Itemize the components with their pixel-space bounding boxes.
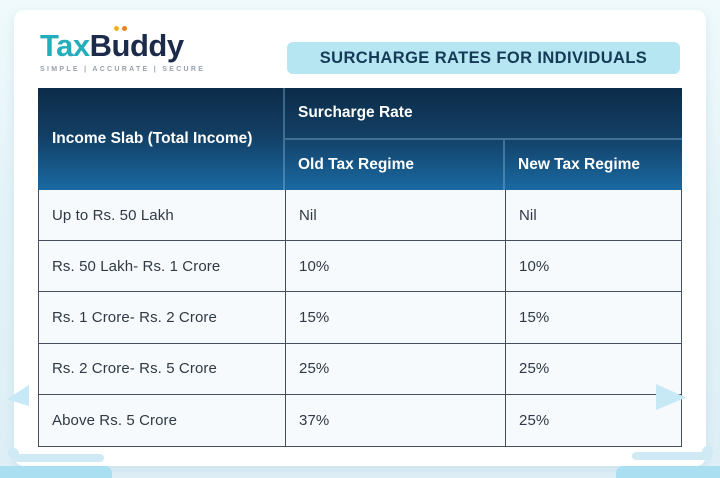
logo-tax-text: Tax — [40, 28, 90, 63]
table-row: Up to Rs. 50 Lakh Nil Nil — [39, 190, 681, 242]
new-regime-cell: 10% — [519, 257, 550, 275]
table-row: Rs. 2 Crore- Rs. 5 Crore 25% 25% — [39, 343, 681, 395]
logo-u-text: u — [111, 28, 131, 63]
income-slab-cell: Up to Rs. 50 Lakh — [39, 190, 286, 241]
surcharge-rate-header-group: Surcharge Rate Old Tax Regime New Tax Re… — [285, 88, 682, 190]
bottom-right-swoosh-hook-icon — [702, 446, 713, 457]
bottom-right-bar-decoration — [616, 466, 720, 478]
old-regime-cell: 15% — [286, 292, 506, 343]
old-regime-cell: 10% — [286, 241, 506, 292]
logo-umlaut-dot-yellow-icon — [113, 26, 119, 31]
surcharge-rates-table: Income Slab (Total Income) Surcharge Rat… — [38, 88, 682, 447]
table-row: Above Rs. 5 Crore 37% 25% — [39, 394, 681, 446]
bottom-left-bar-decoration — [0, 466, 112, 478]
old-regime-cell: Nil — [286, 190, 506, 241]
income-slab-cell: Rs. 1 Crore- Rs. 2 Crore — [39, 292, 286, 343]
bottom-left-swoosh-hook-icon — [8, 448, 19, 459]
col-header-income-slab: Income Slab (Total Income) — [38, 88, 285, 190]
income-slab-cell: Rs. 2 Crore- Rs. 5 Crore — [39, 343, 286, 394]
bottom-right-swoosh-icon — [632, 452, 712, 460]
taxbuddy-logo: TaxB uddy SIMPLE | ACCURATE | SECURE — [40, 26, 206, 73]
col-header-old-tax-regime: Old Tax Regime — [285, 140, 505, 190]
logo-u-umlaut: u — [111, 26, 131, 63]
logo-umlaut-dot-orange-icon — [121, 26, 127, 31]
logo-tagline: SIMPLE | ACCURATE | SECURE — [40, 66, 206, 73]
table-header: Income Slab (Total Income) Surcharge Rat… — [38, 88, 682, 190]
new-regime-cell: 15% — [519, 308, 550, 326]
income-slab-cell: Rs. 50 Lakh- Rs. 1 Crore — [39, 241, 286, 292]
new-regime-cell: 25% — [519, 411, 550, 429]
table-row: Rs. 50 Lakh- Rs. 1 Crore 10% 10% — [39, 241, 681, 293]
logo-ddy-text: ddy — [129, 28, 184, 63]
bottom-left-swoosh-icon — [14, 454, 104, 462]
logo-b-text: B — [89, 28, 112, 63]
page-title: SURCHARGE RATES FOR INDIVIDUALS — [287, 42, 680, 74]
col-header-new-tax-regime: New Tax Regime — [518, 156, 641, 173]
table-body: Up to Rs. 50 Lakh Nil Nil Rs. 50 Lakh- R… — [38, 190, 682, 447]
old-regime-cell: 37% — [286, 394, 506, 446]
new-regime-cell: 25% — [519, 360, 550, 378]
income-slab-cell: Above Rs. 5 Crore — [39, 394, 286, 446]
logo-wordmark: TaxB uddy — [40, 26, 205, 63]
regime-subheader-row: Old Tax Regime New Tax Regime — [285, 140, 682, 190]
old-regime-cell: 25% — [286, 343, 506, 394]
col-header-surcharge-rate: Surcharge Rate — [285, 88, 682, 140]
table-row: Rs. 1 Crore- Rs. 2 Crore 15% 15% — [39, 292, 681, 344]
new-regime-cell: Nil — [519, 206, 537, 224]
